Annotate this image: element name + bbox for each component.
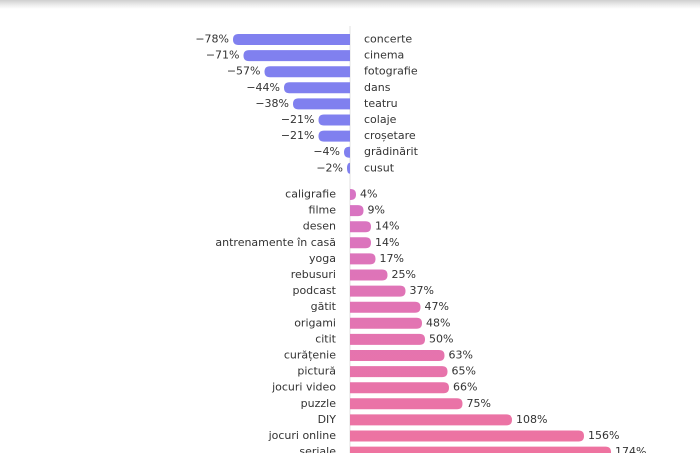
category-label: curățenie xyxy=(284,349,336,362)
category-label: filme xyxy=(309,204,337,217)
value-label: 9% xyxy=(368,204,385,217)
value-label: 50% xyxy=(429,332,453,345)
bar-rebusuri xyxy=(350,269,388,281)
bar-teatru xyxy=(293,98,350,110)
value-label: −78% xyxy=(195,33,229,46)
value-label: 17% xyxy=(380,252,404,265)
bar-cusut xyxy=(347,162,350,174)
value-label: −21% xyxy=(281,129,315,142)
category-label: desen xyxy=(303,220,336,233)
value-label: −71% xyxy=(206,49,240,62)
category-label: citit xyxy=(315,332,336,345)
category-label: jocuri online xyxy=(268,429,337,442)
category-label: fotografie xyxy=(364,65,418,78)
value-label: −38% xyxy=(255,97,289,110)
bar-concerte xyxy=(233,34,350,45)
bar-croșetare xyxy=(318,130,350,142)
value-label: 66% xyxy=(453,381,477,394)
category-label: puzzle xyxy=(301,397,337,410)
category-label: yoga xyxy=(309,252,336,265)
category-label: cusut xyxy=(364,161,395,174)
bar-caligrafie xyxy=(350,189,356,200)
category-label: colaje xyxy=(364,113,397,126)
value-label: 65% xyxy=(452,365,476,378)
category-label: cinema xyxy=(364,49,404,62)
category-label: antrenamente în casă xyxy=(215,236,336,249)
value-label: 4% xyxy=(360,188,377,201)
bar-puzzle xyxy=(350,398,463,410)
bar-gătit xyxy=(350,301,421,313)
bar-podcast xyxy=(350,285,406,297)
value-label: 14% xyxy=(375,236,399,249)
value-label: 108% xyxy=(516,413,547,426)
category-label: teatru xyxy=(364,97,398,110)
bar-seriale xyxy=(350,446,611,453)
bar-desen xyxy=(350,221,371,233)
category-label: seriale xyxy=(299,445,336,453)
category-label: croșetare xyxy=(364,129,416,142)
value-label: 63% xyxy=(449,349,473,362)
value-label: −44% xyxy=(246,81,280,94)
bar-pictură xyxy=(350,366,448,378)
bar-grădinărit xyxy=(344,146,350,158)
category-label: rebusuri xyxy=(291,268,336,281)
value-label: 174% xyxy=(615,445,646,453)
value-label: 48% xyxy=(426,316,450,329)
bar-colaje xyxy=(318,114,350,126)
value-label: −2% xyxy=(316,161,343,174)
category-label: pictură xyxy=(297,365,336,378)
category-label: caligrafie xyxy=(285,188,336,201)
category-label: dans xyxy=(364,81,391,94)
bar-antrenamente în casă xyxy=(350,237,371,249)
value-label: 47% xyxy=(425,300,449,313)
category-label: DIY xyxy=(318,413,337,426)
value-label: 25% xyxy=(392,268,416,281)
value-label: 14% xyxy=(375,220,399,233)
bar-yoga xyxy=(350,253,376,265)
value-label: −4% xyxy=(313,145,340,158)
value-label: 37% xyxy=(410,284,434,297)
category-label: concerte xyxy=(364,33,412,46)
value-label: −57% xyxy=(227,65,261,78)
bar-DIY xyxy=(350,414,512,426)
category-label: grădinărit xyxy=(364,145,419,158)
bar-jocuri online xyxy=(350,430,584,442)
decreased-activities-group: −78% concerte −71% cinema −57% fotografie −44%… xyxy=(195,33,418,175)
bar-citit xyxy=(350,333,425,345)
bar-cinema xyxy=(243,50,350,62)
category-label: origami xyxy=(294,316,336,329)
bar-jocuri video xyxy=(350,382,449,394)
increased-activities-group: 4% caligrafie 9% filme 14% desen 14% antrenamen… xyxy=(215,188,646,453)
value-label: −21% xyxy=(281,113,315,126)
category-label: jocuri video xyxy=(271,381,336,394)
value-label: 156% xyxy=(588,429,619,442)
bar-fotografie xyxy=(264,66,350,78)
category-label: gătit xyxy=(311,300,337,313)
bar-dans xyxy=(284,82,350,94)
window-top-shadow xyxy=(0,0,700,9)
bar-origami xyxy=(350,317,422,329)
bar-filme xyxy=(350,205,364,217)
bar-curățenie xyxy=(350,350,445,361)
category-label: podcast xyxy=(292,284,336,297)
value-label: 75% xyxy=(467,397,491,410)
